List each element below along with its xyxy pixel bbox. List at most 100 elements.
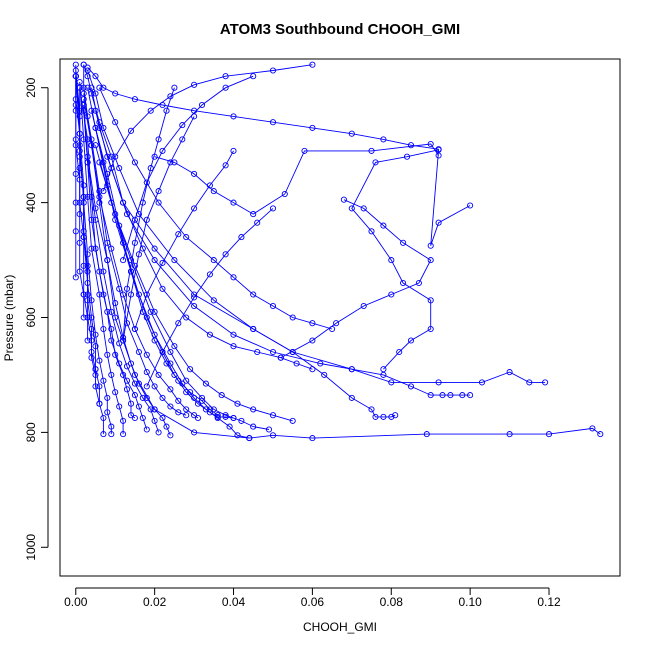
data-point <box>309 435 316 442</box>
data-point <box>159 259 166 266</box>
data-point <box>289 314 296 321</box>
data-point <box>88 84 95 91</box>
data-point <box>76 268 83 275</box>
y-tick-label: 600 <box>24 307 38 327</box>
data-point <box>108 431 115 438</box>
x-axis-label: CHOOH_GMI <box>303 620 377 634</box>
data-point <box>230 331 237 338</box>
data-point <box>277 354 284 361</box>
series-line <box>122 87 175 341</box>
data-point <box>234 432 241 439</box>
data-point <box>589 425 596 432</box>
data-point <box>131 239 138 246</box>
data-point <box>131 380 138 387</box>
data-point <box>143 383 150 390</box>
data-point <box>427 242 434 249</box>
data-point <box>116 403 123 410</box>
data-point <box>372 159 379 166</box>
data-point <box>435 379 442 386</box>
series-line <box>83 99 199 419</box>
data-point <box>250 406 257 413</box>
data-point <box>155 199 162 206</box>
data-point <box>72 136 79 143</box>
data-point <box>427 325 434 333</box>
data-point <box>171 257 178 264</box>
data-point <box>191 302 198 310</box>
data-point <box>123 285 131 292</box>
x-axis: 0.00 0.02 0.04 0.06 0.08 0.10 0.12 <box>64 587 561 609</box>
data-point <box>198 101 206 109</box>
data-point <box>167 403 174 410</box>
data-point <box>407 142 415 149</box>
data-point <box>403 153 411 160</box>
data-point <box>407 383 415 390</box>
series-line <box>102 64 313 192</box>
data-point <box>506 431 513 438</box>
data-point <box>167 159 174 166</box>
data-point <box>143 314 150 321</box>
data-point <box>108 308 115 315</box>
series-2 <box>88 84 474 399</box>
data-point <box>171 84 178 91</box>
data-point <box>88 337 95 344</box>
data-point <box>175 377 182 384</box>
series-line <box>75 64 89 341</box>
data-point <box>127 291 135 298</box>
data-point <box>183 406 190 413</box>
data-point <box>218 392 225 399</box>
data-point <box>131 325 138 333</box>
data-point <box>191 113 198 120</box>
y-axis: 200 400 600 800 1000 <box>24 77 49 561</box>
data-point <box>155 371 162 378</box>
data-point <box>127 127 135 134</box>
data-point <box>151 257 158 264</box>
data-point <box>159 414 166 422</box>
series-4 <box>348 146 474 373</box>
data-point <box>112 211 119 218</box>
series-line <box>95 127 250 439</box>
data-point <box>116 165 123 172</box>
series-16 <box>80 90 190 419</box>
data-point <box>380 136 387 143</box>
data-point <box>131 159 138 166</box>
data-point <box>269 432 277 439</box>
data-point <box>151 245 158 252</box>
data-point <box>222 251 229 258</box>
series-9 <box>92 107 316 373</box>
data-point <box>131 414 138 422</box>
series-line <box>122 116 195 341</box>
data-point <box>179 122 186 129</box>
data-point <box>143 351 150 358</box>
data-point <box>143 369 150 376</box>
data-point <box>88 354 95 361</box>
data-point <box>167 432 174 439</box>
data-point <box>159 348 166 356</box>
data-point <box>250 291 257 298</box>
series-line <box>83 104 171 436</box>
x-tick-label: 0.06 <box>301 595 325 609</box>
data-point <box>214 413 221 420</box>
data-point <box>88 136 95 143</box>
x-tick-label: 0.00 <box>64 595 88 609</box>
data-point <box>96 199 103 206</box>
x-tick-label: 0.10 <box>458 595 482 609</box>
series-6 <box>84 64 442 153</box>
data-point <box>202 406 209 413</box>
data-point <box>143 426 150 433</box>
data-point <box>104 409 111 416</box>
data-point <box>92 107 99 114</box>
data-point <box>167 386 174 393</box>
series-line <box>280 199 432 359</box>
data-point <box>84 73 91 80</box>
data-point <box>72 274 79 281</box>
data-point <box>348 394 355 401</box>
data-point <box>100 124 107 131</box>
data-point <box>407 337 415 344</box>
data-point <box>88 297 95 304</box>
data-point <box>269 412 277 419</box>
data-point <box>72 61 79 68</box>
data-point <box>159 394 166 401</box>
data-point <box>80 84 87 91</box>
plot-frame <box>59 58 621 577</box>
data-point <box>206 331 213 338</box>
